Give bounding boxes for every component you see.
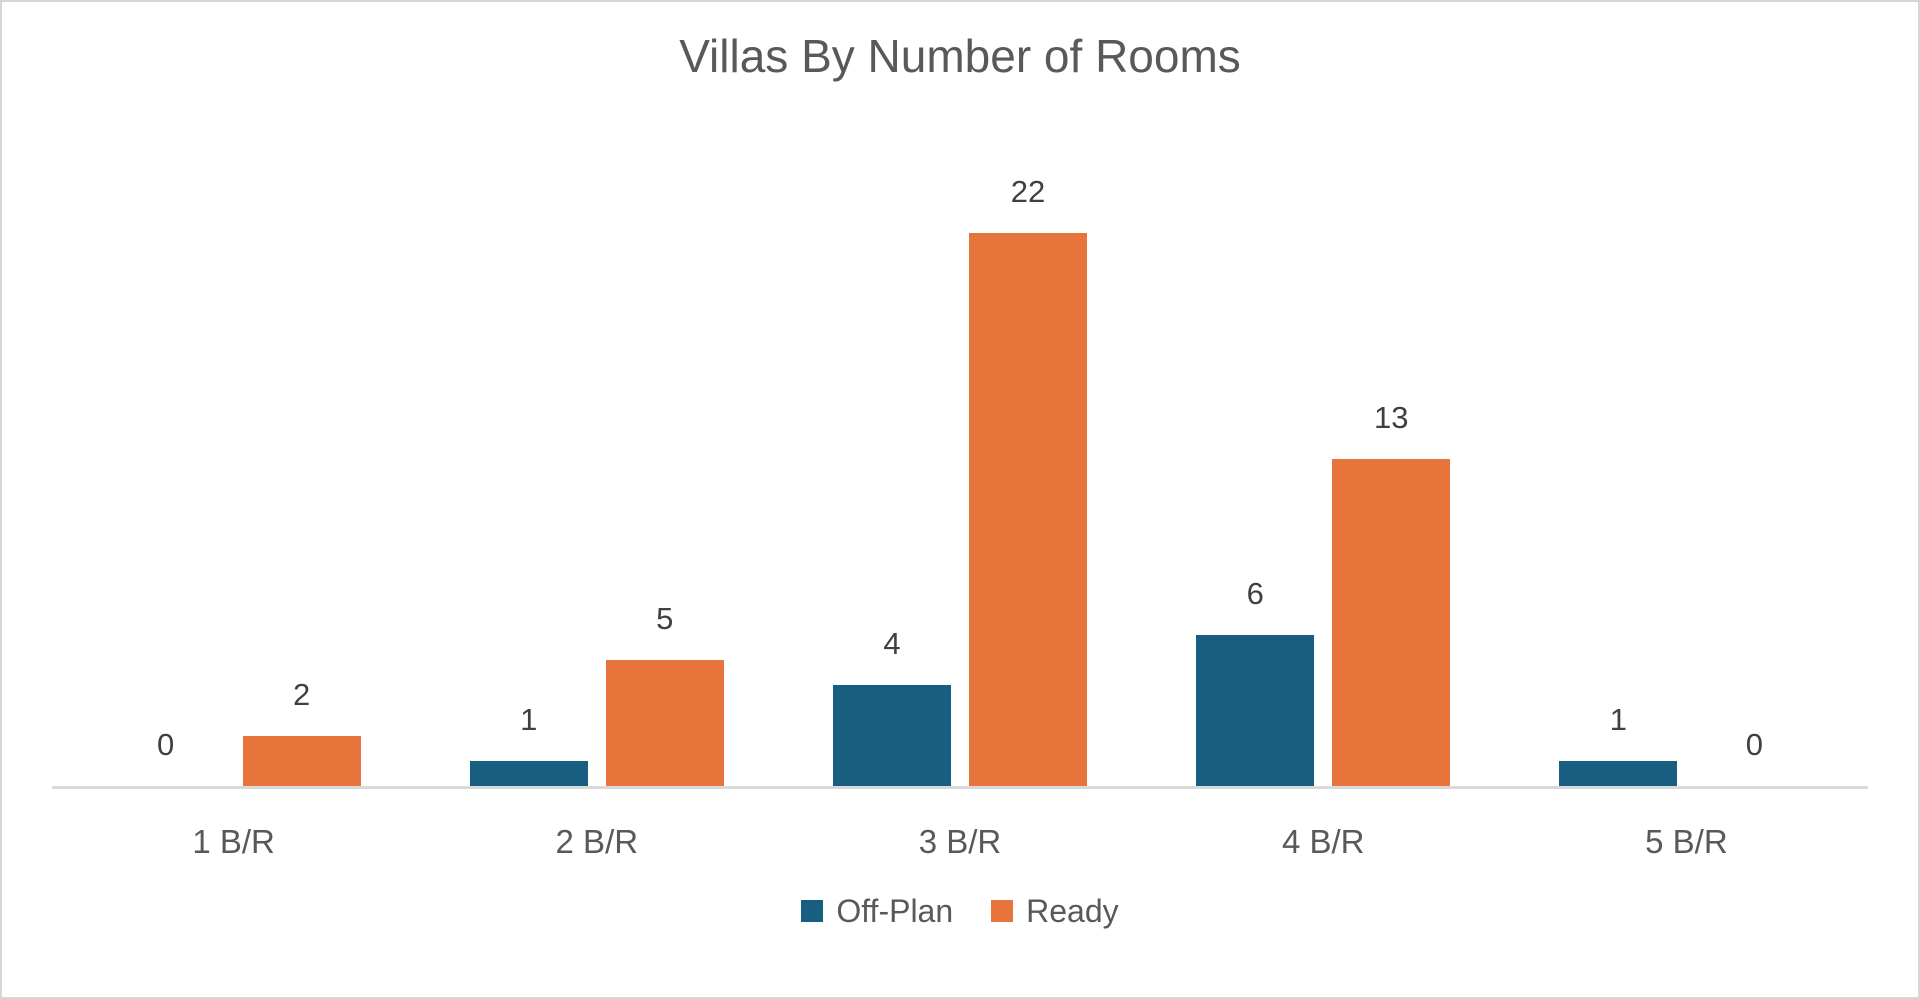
bar-off-plan-5-b-r <box>1559 760 1678 786</box>
data-label-ready-2-b-r: 5 <box>656 600 674 636</box>
data-label-off-plan-5-b-r: 1 <box>1609 701 1628 737</box>
bar-slot-off-plan-1-b-r: 0 <box>107 729 225 786</box>
bar-slot-off-plan-2-b-r: 1 <box>469 701 588 786</box>
bar-ready-1-b-r <box>242 735 361 786</box>
legend-item-offplan: Off-Plan <box>801 895 953 927</box>
bar-off-plan-2-b-r <box>469 760 588 786</box>
category-label-2-b-r: 2 B/R <box>555 822 639 860</box>
data-label-off-plan-2-b-r: 1 <box>520 701 538 737</box>
bar-ready-2-b-r <box>605 659 724 786</box>
bar-group-3-b-r: 4 22 <box>778 173 1141 786</box>
data-label-off-plan-1-b-r: 0 <box>156 726 175 762</box>
data-label-ready-1-b-r: 2 <box>292 676 311 712</box>
bar-slot-off-plan-3-b-r: 4 <box>833 628 951 786</box>
bar-ready-3-b-r <box>969 232 1087 786</box>
bar-slot-ready-1-b-r: 2 <box>242 676 361 786</box>
bar-group-4-b-r: 6 13 <box>1142 173 1505 786</box>
bar-off-plan-3-b-r <box>833 684 951 786</box>
category-label-5-b-r: 5 B/R <box>1645 822 1728 860</box>
bar-off-plan-4-b-r <box>1196 634 1315 786</box>
category-label-1-b-r: 1 B/R <box>192 822 275 860</box>
category-label-4-b-r: 4 B/R <box>1281 822 1365 860</box>
category-axis: 1 B/R 2 B/R 3 B/R 4 B/R 5 B/R <box>52 789 1868 861</box>
bar-slot-ready-2-b-r: 5 <box>605 600 724 786</box>
data-label-off-plan-3-b-r: 4 <box>883 625 901 661</box>
data-label-ready-3-b-r: 22 <box>1010 173 1046 209</box>
legend-label-ready: Ready <box>1026 892 1119 929</box>
offplan-swatch-icon <box>801 899 824 922</box>
legend-label-offplan: Off-Plan <box>836 892 954 929</box>
ready-swatch-icon <box>991 899 1014 922</box>
data-label-ready-4-b-r: 13 <box>1373 399 1409 435</box>
legend-item-ready: Ready <box>991 895 1119 927</box>
bar-slot-off-plan-4-b-r: 6 <box>1196 575 1315 786</box>
bar-ready-4-b-r <box>1332 458 1451 786</box>
data-label-off-plan-4-b-r: 6 <box>1246 575 1264 611</box>
bar-slot-off-plan-5-b-r: 1 <box>1559 701 1678 786</box>
chart-title: Villas By Number of Rooms <box>679 30 1241 82</box>
category-label-3-b-r: 3 B/R <box>918 822 1002 860</box>
bar-slot-ready-3-b-r: 22 <box>969 176 1087 786</box>
bar-slot-ready-4-b-r: 13 <box>1332 399 1451 786</box>
data-label-ready-5-b-r: 0 <box>1745 726 1764 762</box>
legend: Off-Plan Ready <box>2 895 1918 927</box>
bar-slot-ready-5-b-r: 0 <box>1695 729 1813 786</box>
plot-area: 0 2 1 5 4 22 6 13 1 0 <box>52 173 1868 789</box>
